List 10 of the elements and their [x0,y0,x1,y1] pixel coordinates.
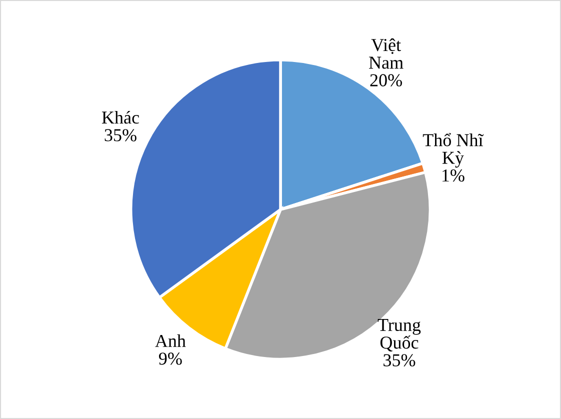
slice-label: Anh [155,334,186,347]
data-label: 35% [384,354,416,366]
slice-label: Việt Nam [369,38,404,69]
slice-label: Thổ Nhĩ Kỳ [422,132,484,168]
data-label: 20% [370,74,402,86]
slice-label: Trung Quốc [378,319,421,352]
data-label: 35% [104,129,136,142]
data-label: 9% [158,352,182,365]
data-label: 1% [442,169,464,182]
slice-label: Khác [102,110,139,124]
